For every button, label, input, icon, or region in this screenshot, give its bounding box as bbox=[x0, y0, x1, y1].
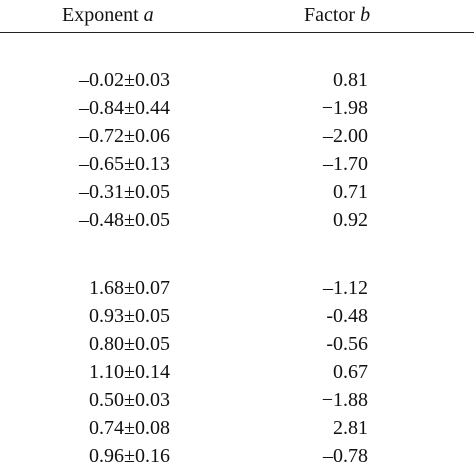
cell-exponent-a: –0.31±0.05 bbox=[79, 181, 170, 203]
row-group-2: 1.68±0.07 –1.12 0.93±0.05 -0.48 0.80±0.0… bbox=[0, 274, 474, 470]
header-factor-symbol: b bbox=[360, 4, 371, 26]
cell-factor-b: −1.98 bbox=[321, 97, 368, 119]
header-exponent-word: Exponent bbox=[62, 4, 139, 26]
cell-factor-b: –1.12 bbox=[323, 277, 368, 299]
cell-exponent-a: –0.48±0.05 bbox=[79, 209, 170, 231]
table-row: –0.65±0.13 –1.70 bbox=[0, 150, 474, 178]
cell-factor-b: 0.81 bbox=[333, 69, 368, 91]
header-factor-b: Factor b bbox=[304, 3, 370, 27]
table-header-row: Exponent a Factor b bbox=[0, 0, 474, 30]
cell-exponent-a: 0.93±0.05 bbox=[89, 305, 170, 327]
table-row: –0.84±0.44 −1.98 bbox=[0, 94, 474, 122]
header-factor-word: Factor bbox=[304, 4, 356, 26]
table-row: –0.72±0.06 –2.00 bbox=[0, 122, 474, 150]
cell-factor-b: −1.88 bbox=[321, 389, 368, 411]
cell-exponent-a: –0.65±0.13 bbox=[79, 153, 170, 175]
cell-factor-b: -0.48 bbox=[326, 305, 368, 327]
cell-exponent-a: 0.80±0.05 bbox=[89, 333, 170, 355]
cell-exponent-a: 1.10±0.14 bbox=[89, 361, 170, 383]
header-rule bbox=[0, 32, 474, 33]
cell-factor-b: 0.71 bbox=[333, 181, 368, 203]
cell-factor-b: 0.92 bbox=[333, 209, 368, 231]
cell-exponent-a: 1.68±0.07 bbox=[89, 277, 170, 299]
cell-factor-b: -0.56 bbox=[326, 333, 368, 355]
table-row: 0.50±0.03 −1.88 bbox=[0, 386, 474, 414]
table-row: 1.10±0.14 0.67 bbox=[0, 358, 474, 386]
table-row: –0.48±0.05 0.92 bbox=[0, 206, 474, 234]
table-row: –0.02±0.03 0.81 bbox=[0, 66, 474, 94]
table-row: 0.74±0.08 2.81 bbox=[0, 414, 474, 442]
cell-factor-b: –1.70 bbox=[323, 153, 368, 175]
cell-factor-b: –2.00 bbox=[323, 125, 368, 147]
table-body: –0.02±0.03 0.81 –0.84±0.44 −1.98 –0.72±0… bbox=[0, 66, 474, 470]
cell-exponent-a: 0.96±0.16 bbox=[89, 445, 170, 467]
cell-factor-b: 2.81 bbox=[333, 417, 368, 439]
cell-exponent-a: –0.72±0.06 bbox=[79, 125, 170, 147]
cell-exponent-a: –0.84±0.44 bbox=[79, 97, 170, 119]
header-exponent-a: Exponent a bbox=[62, 3, 154, 27]
table-row: 0.93±0.05 -0.48 bbox=[0, 302, 474, 330]
table-row: 1.68±0.07 –1.12 bbox=[0, 274, 474, 302]
table-row: –0.31±0.05 0.71 bbox=[0, 178, 474, 206]
cell-exponent-a: 0.74±0.08 bbox=[89, 417, 170, 439]
table-row: 0.96±0.16 –0.78 bbox=[0, 442, 474, 470]
cell-exponent-a: –0.02±0.03 bbox=[79, 69, 170, 91]
header-exponent-symbol: a bbox=[143, 4, 154, 26]
cell-factor-b: 0.67 bbox=[333, 361, 368, 383]
row-group-1: –0.02±0.03 0.81 –0.84±0.44 −1.98 –0.72±0… bbox=[0, 66, 474, 234]
cell-exponent-a: 0.50±0.03 bbox=[89, 389, 170, 411]
table-row: 0.80±0.05 -0.56 bbox=[0, 330, 474, 358]
cell-factor-b: –0.78 bbox=[323, 445, 368, 467]
